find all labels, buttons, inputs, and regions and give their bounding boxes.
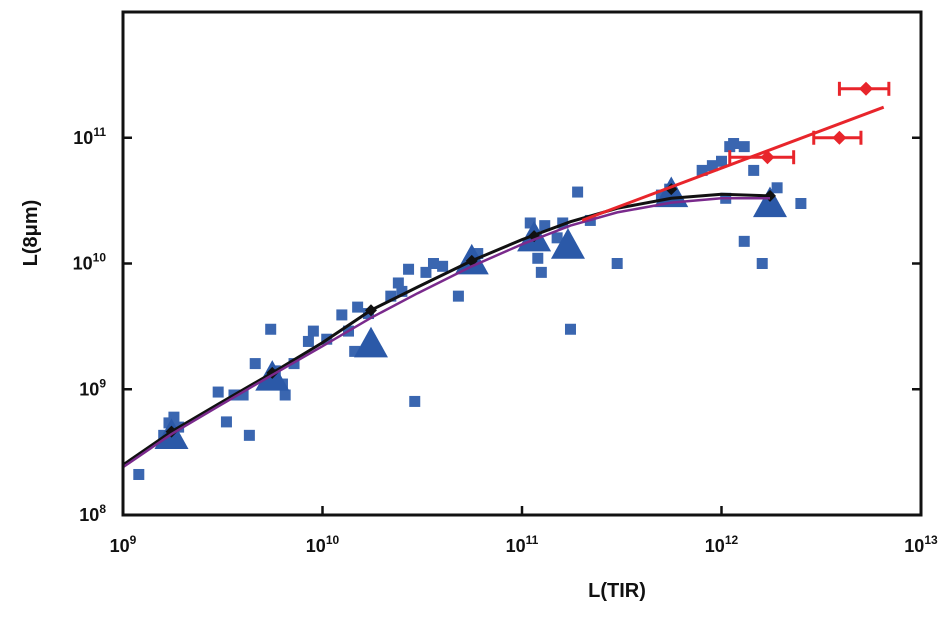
x-tick-label: 1011	[506, 533, 539, 556]
purple-curve	[123, 197, 770, 469]
x-axis-title: L(TIR)	[588, 580, 646, 602]
square-marker	[696, 164, 708, 176]
square-marker	[403, 263, 415, 275]
square-marker	[249, 358, 261, 370]
square-marker	[728, 138, 740, 150]
square-marker	[738, 235, 750, 247]
red-diamond-marker	[832, 130, 847, 145]
x-tick-label: 109	[110, 533, 137, 556]
y-tick-label: 108	[79, 502, 106, 525]
square-marker	[738, 141, 750, 153]
y-axis-title: L(8μm)	[20, 200, 42, 267]
square-marker	[572, 186, 584, 198]
x-tick-label: 1012	[705, 533, 739, 556]
square-marker	[524, 217, 536, 229]
square-marker	[420, 266, 432, 278]
square-marker	[243, 429, 255, 441]
square-marker	[352, 301, 364, 313]
square-marker	[392, 277, 404, 289]
y-tick-label: 109	[79, 376, 106, 399]
red-fit-line	[581, 105, 885, 222]
square-marker	[237, 389, 249, 401]
square-marker	[427, 258, 439, 269]
square-marker	[307, 325, 319, 337]
y-tick-label: 1011	[73, 125, 106, 148]
triangle-marker	[550, 228, 585, 259]
square-marker	[302, 335, 314, 347]
square-marker	[452, 290, 464, 302]
square-marker	[706, 160, 718, 172]
red-diamond-marker	[858, 81, 873, 96]
square-marker	[539, 220, 551, 232]
square-marker	[265, 323, 277, 335]
black-curve-marker	[364, 304, 377, 317]
square-marker	[551, 232, 563, 244]
square-marker	[349, 345, 361, 357]
square-marker	[133, 468, 145, 480]
square-marker	[716, 155, 727, 167]
square-marker	[795, 198, 807, 210]
square-marker	[472, 248, 484, 260]
square-marker	[220, 416, 232, 428]
square-marker	[756, 258, 768, 269]
square-marker	[279, 389, 291, 401]
square-marker	[532, 252, 544, 264]
square-marker	[336, 309, 348, 321]
square-marker	[771, 182, 783, 194]
square-marker	[396, 285, 408, 297]
square-marker	[212, 386, 224, 398]
square-marker	[535, 266, 547, 278]
black-curve	[123, 192, 771, 467]
x-tick-label: 1010	[306, 533, 340, 556]
square-marker	[409, 395, 421, 407]
square-marker	[564, 323, 576, 335]
x-tick-label: 1013	[904, 533, 938, 556]
square-marker	[437, 260, 449, 272]
y-tick-label: 1010	[73, 251, 107, 274]
axis-ticks	[121, 136, 923, 517]
square-marker	[385, 290, 397, 302]
triangle-marker	[353, 326, 388, 358]
square-marker	[611, 258, 623, 269]
square-marker	[168, 411, 180, 423]
red-diamond-marker	[760, 150, 775, 165]
square-marker	[748, 164, 760, 176]
